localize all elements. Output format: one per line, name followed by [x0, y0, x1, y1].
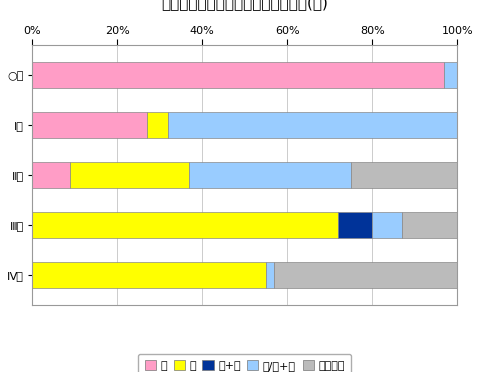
Title: 治療前ステージ別・治療方法の割合(膵): 治療前ステージ別・治療方法の割合(膵)	[161, 0, 328, 10]
Bar	[32, 62, 444, 88]
Bar	[190, 162, 351, 188]
Bar	[32, 112, 147, 138]
Legend: 手, 薬, 放+薬, 手/内+薬, 治療なし: 手, 薬, 放+薬, 手/内+薬, 治療なし	[138, 354, 351, 372]
Bar	[147, 112, 168, 138]
Bar	[71, 162, 190, 188]
Bar	[351, 162, 457, 188]
Bar	[32, 162, 71, 188]
Bar	[338, 212, 372, 238]
Bar	[275, 262, 457, 288]
Bar	[32, 212, 338, 238]
Bar	[444, 62, 457, 88]
Bar	[32, 262, 266, 288]
Bar	[168, 112, 457, 138]
Bar	[402, 212, 457, 238]
Bar	[372, 212, 402, 238]
Bar	[266, 262, 275, 288]
